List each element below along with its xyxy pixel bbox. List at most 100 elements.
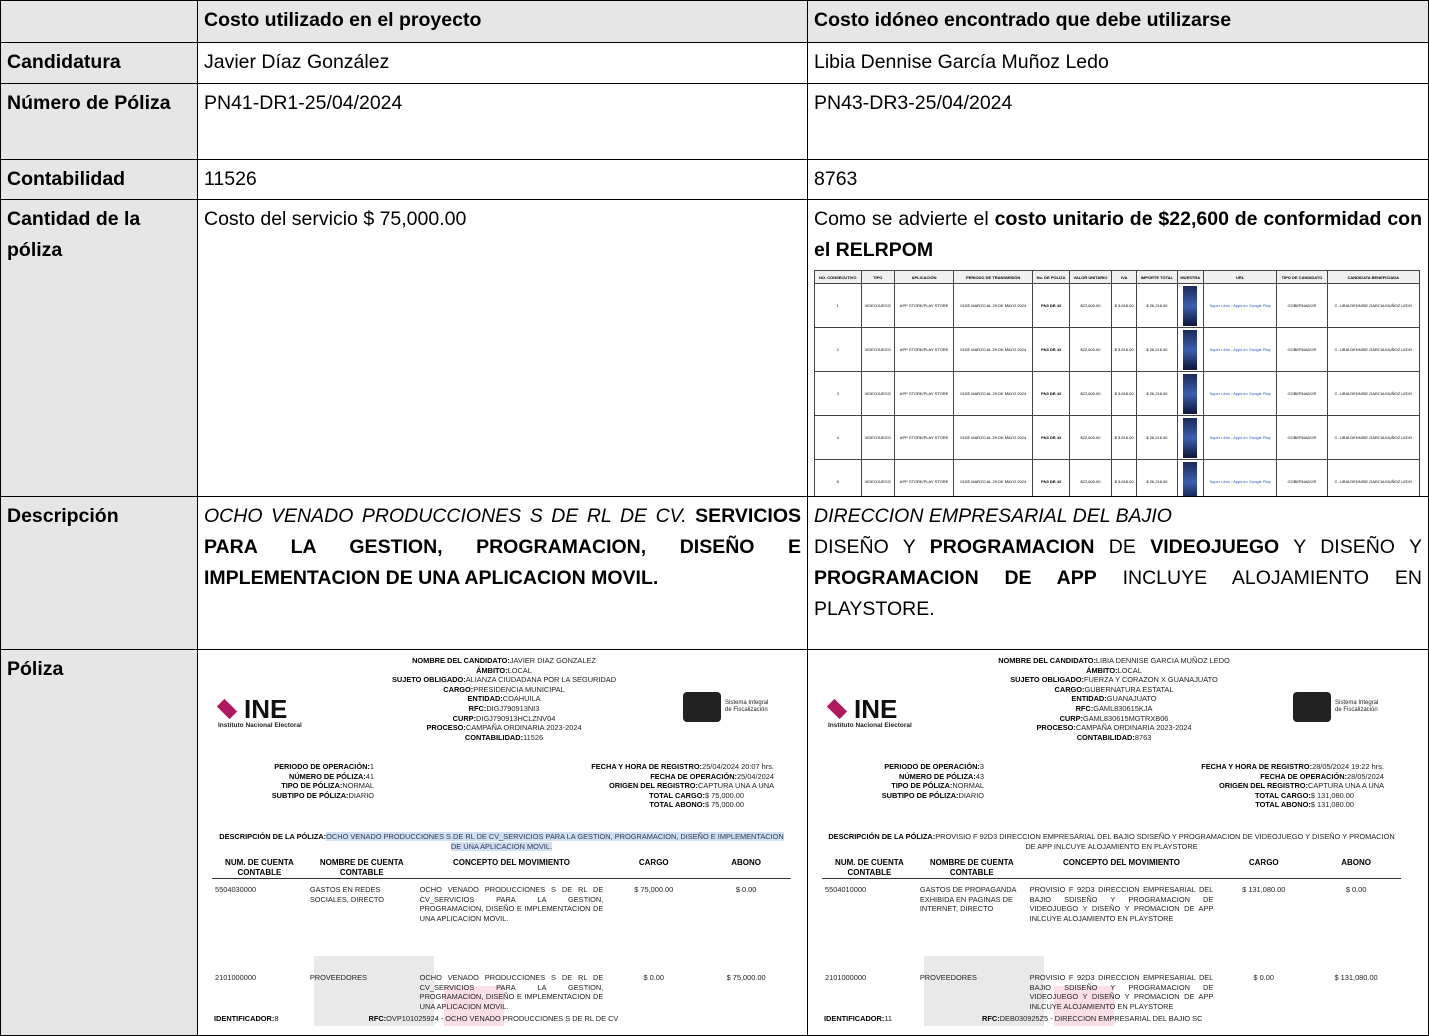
right-cell: 8763 <box>808 160 1429 200</box>
relrpom-value: $ 26,216.00 <box>1146 391 1168 396</box>
relrpom-value: APP STORE/PLAY STORE <box>899 391 949 396</box>
poliza-field-label: RFC: <box>1075 703 1094 713</box>
poliza-table-cell: $ 0.00 <box>1253 973 1275 982</box>
poliza-field-label: NOMBRE DEL CANDIDATO: <box>998 656 1096 665</box>
poliza-image: INE Instituto Nacional Electoral Sistema I… <box>814 654 1409 1030</box>
poliza-image: INE Instituto Nacional Electoral Sistema I… <box>204 654 799 1030</box>
right-cell: INE Instituto Nacional Electoral Sistema I… <box>808 650 1429 1036</box>
relrpom-cell: APP STORE/PLAY STORE <box>894 459 955 496</box>
column-header: ABONO <box>731 858 761 867</box>
poliza-field: CONTABILIDAD:11526 <box>324 733 684 743</box>
ine-diamond <box>826 698 848 720</box>
relrpom-value: APP STORE/PLAY STORE <box>899 479 949 484</box>
relrpom-value: Super Libia - Apps en Google Play <box>1209 479 1271 484</box>
column-header: CONCEPTO DEL MOVIMIENTO <box>453 858 570 867</box>
poliza-field-value: DIARIO <box>348 790 374 800</box>
poliza-field: SUBTIPO DE PÓLIZA:DIARIO <box>834 791 984 801</box>
ine-mark: INE <box>826 696 912 722</box>
poliza-field: SUBTIPO DE PÓLIZA:DIARIO <box>224 791 374 801</box>
watermark <box>1054 986 1114 1026</box>
poliza-table-cell: GASTOS DE PROPAGANDA EXHIBIDA EN PAGINAS… <box>919 885 1017 914</box>
sif-name: Sistema Integral de Fiscalización <box>1335 700 1379 713</box>
relrpom-value: APP STORE/PLAY STORE <box>899 347 949 352</box>
relrpom-value: 01DE MARZO AL 29 DE MAYO 2024 <box>960 479 1027 484</box>
relrpom-value: $ 3,616.00 <box>1114 391 1134 396</box>
relrpom-header: MUESTRA <box>1176 270 1204 284</box>
column-header: CARGO <box>638 858 669 867</box>
relrpom-table: NO. CONSECUTIVO TIPO APLICACIÓN PERIODO DE … <box>814 270 1421 496</box>
sample-image <box>1183 461 1198 496</box>
relrpom-value: 4 <box>836 435 839 440</box>
relrpom-cell: $ 26,216.00 <box>1136 371 1178 416</box>
poliza-left-block: PERIODO DE OPERACIÓN:1 NÚMERO DE PÓLIZA:4… <box>224 762 374 800</box>
poliza-field-label: PROCESO: <box>1036 723 1076 733</box>
relrpom-row: 2 VIDEOJUEGO APP STORE/PLAY STORE 01DE MARZ… <box>814 327 1421 372</box>
poliza-field-value: 3 <box>979 762 984 771</box>
relrpom-value: Super Libia - Apps en Google Play <box>1209 303 1271 308</box>
poliza-field: CURP:DIGJ790913HCLZNV04 <box>324 714 684 724</box>
relrpom-cell: 5 <box>814 459 862 496</box>
relrpom-value: 01DE MARZO AL 29 DE MAYO 2024 <box>960 391 1027 396</box>
relrpom-value: 1 <box>836 303 839 308</box>
poliza-field-value: JAVIER DIAZ GONZALEZ <box>509 656 596 665</box>
relrpom-cell: $ 26,216.00 <box>1136 415 1178 460</box>
relrpom-header: IMPORTE TOTAL <box>1136 270 1178 284</box>
relrpom-value: PN3 DR 43 <box>1040 391 1062 396</box>
poliza-field-value: 25/04/2024 20:07 hrs. <box>702 762 774 771</box>
relrpom-value: $ 3,616.00 <box>1114 303 1134 308</box>
relrpom-value: 2 <box>836 347 839 352</box>
poliza-table-cell: $ 0.00 <box>735 885 757 894</box>
poliza-table-cell: OCHO VENADO PRODUCCIONES S DE RL DE CV_S… <box>419 885 604 923</box>
poliza-field-label: PROCESO: <box>426 723 466 733</box>
poliza-left-block: PERIODO DE OPERACIÓN:3 NÚMERO DE PÓLIZA:4… <box>834 762 984 800</box>
relrpom-value: $ 26,216.00 <box>1146 303 1168 308</box>
relrpom-cell: PN3 DR 43 <box>1032 459 1070 496</box>
poliza-field-value: $ 75,000.00 <box>704 800 744 810</box>
poliza-field-value: PRESIDENCIA MUNICIPAL <box>473 684 565 694</box>
poliza-table-row: 5504010000 GASTOS DE PROPAGANDA EXHIBIDA … <box>822 885 1401 957</box>
relrpom-cell: $ 3,616.00 <box>1111 459 1138 496</box>
relrpom-value: 3 <box>836 391 839 396</box>
relrpom-row: 3 VIDEOJUEGO APP STORE/PLAY STORE 01DE MARZ… <box>814 371 1421 416</box>
poliza-description-value: OCHO VENADO PRODUCCIONES S DE RL DE CV_S… <box>326 832 784 851</box>
poliza-field: ENTIDAD:GUANAJUATO <box>934 694 1294 704</box>
text-run: Javier Díaz González <box>204 51 390 73</box>
poliza-field-value: LOCAL <box>1117 665 1142 675</box>
row-label: Descripción <box>7 505 119 527</box>
poliza-table-cell: PROVISIO F 92D3 DIRECCION EMPRESARIAL DE… <box>1029 973 1214 1011</box>
poliza-field-label: CONTABILIDAD: <box>464 732 524 742</box>
left-cell: INE Instituto Nacional Electoral Sistema I… <box>198 650 808 1036</box>
relrpom-cell: $ 26,216.00 <box>1136 283 1178 328</box>
poliza-description-label: DESCRIPCIÓN DE LA PÓLIZA: <box>828 832 936 841</box>
label-cell: Cantidad de la póliza <box>0 200 198 497</box>
relrpom-cell: 4 <box>814 415 862 460</box>
poliza-field: PROCESO:CAMPAÑA ORDINARIA 2023-2024 <box>934 723 1294 733</box>
poliza-rfc-value: DEB030925Z5 - DIRECCION EMPRESARIAL DEL … <box>999 1014 1203 1024</box>
poliza-field: NOMBRE DEL CANDIDATO:LIBIA DENNISE GARCI… <box>934 656 1294 666</box>
relrpom-cell: VIDEOJUEGO <box>860 415 896 460</box>
poliza-field: TOTAL CARGO:$ 75,000.00 <box>454 791 744 801</box>
header-cell: Costo idóneo encontrado que debe utiliza… <box>814 9 1232 31</box>
relrpom-cell: 01DE MARZO AL 29 DE MAYO 2024 <box>953 371 1034 416</box>
poliza-description-value: PROVISIO F 92D3 DIRECCION EMPRESARIAL DE… <box>935 832 1395 851</box>
relrpom-value: PN3 DR 43 <box>1040 347 1062 352</box>
paragraph: 11526 <box>204 164 801 195</box>
poliza-description: DESCRIPCIÓN DE LA PÓLIZA:PROVISIO F 92D3… <box>824 832 1399 851</box>
label-cell: Contabilidad <box>0 160 198 200</box>
text-run: PROGRAMACION <box>929 536 1095 558</box>
label-cell: Descripción <box>0 497 198 650</box>
text-run: SERVICIOS PARA LA GESTION, PROGRAMACION,… <box>204 505 801 589</box>
poliza-field-value: 1 <box>369 762 374 771</box>
left-cell: 11526 <box>198 160 808 200</box>
poliza-field-value: CAMPAÑA ORDINARIA 2023-2024 <box>1075 723 1192 733</box>
text-run: PROGRAMACION DE APP <box>814 567 1097 589</box>
poliza-field-label: PERIODO DE OPERACIÓN: <box>274 762 370 771</box>
header-cell-wrap: Costo utilizado en el proyecto <box>198 0 808 43</box>
poliza-field-label: ENTIDAD: <box>1071 694 1107 704</box>
poliza-field: ÁMBITO:LOCAL <box>324 666 684 676</box>
poliza-field-value: $ 131,080.00 <box>1310 800 1354 810</box>
relrpom-cell: 2 <box>814 327 862 372</box>
relrpom-value: $ 26,216.00 <box>1146 435 1168 440</box>
poliza-field: NÚMERO DE PÓLIZA:41 <box>224 772 374 782</box>
poliza-table: NUM. DE CUENTA CONTABLE NOMBRE DE CUENTA … <box>212 858 791 1025</box>
